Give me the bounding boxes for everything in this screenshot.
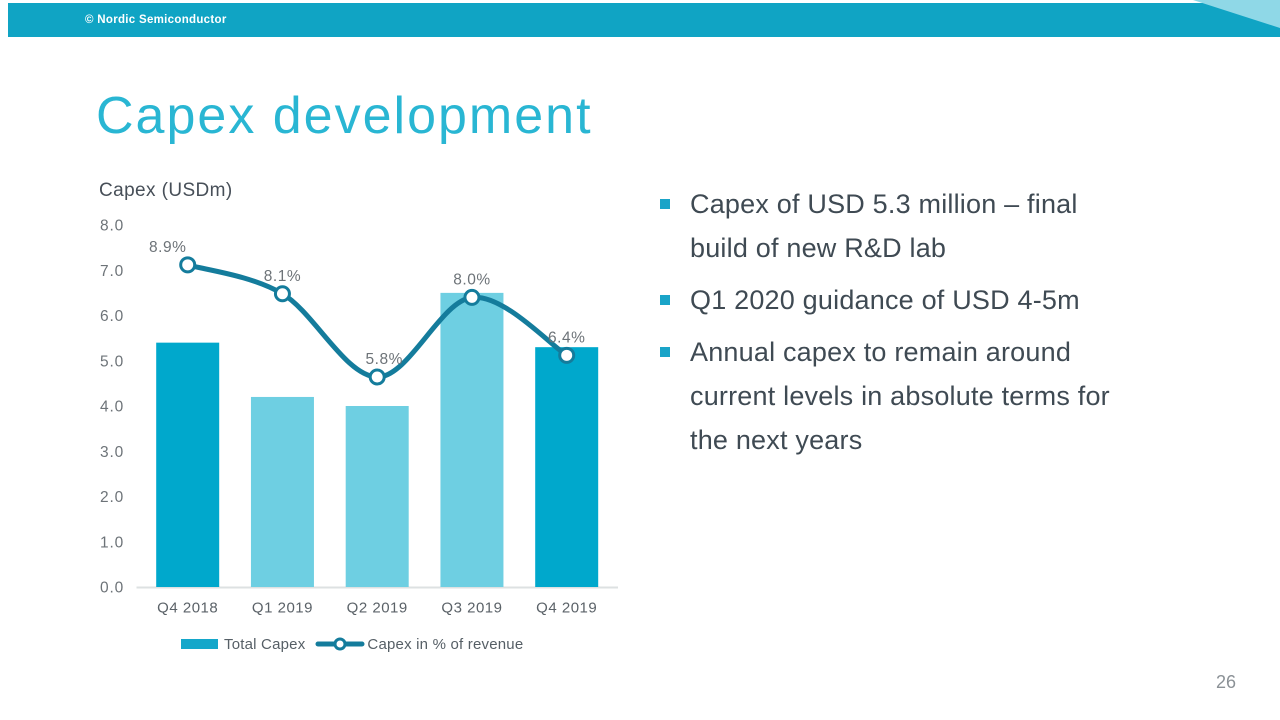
bullet-square-icon — [660, 295, 670, 305]
value-label: 8.0% — [453, 271, 490, 288]
y-axis-label: 3.0 — [100, 444, 124, 461]
x-axis-label: Q1 2019 — [252, 600, 313, 617]
bullet-text: Capex of USD 5.3 million – final build o… — [690, 189, 1078, 263]
y-axis-label: 7.0 — [100, 263, 124, 280]
bullet-item: Annual capex to remain around current le… — [660, 330, 1200, 462]
value-label: 6.4% — [548, 329, 585, 346]
page-title: Capex development — [96, 87, 593, 145]
x-axis-label: Q2 2019 — [347, 600, 408, 617]
bullet-square-icon — [660, 347, 670, 357]
y-axis-label: 2.0 — [100, 489, 124, 506]
bullet-item: Q1 2020 guidance of USD 4-5m — [660, 278, 1200, 322]
x-axis-label: Q4 2018 — [157, 600, 218, 617]
y-axis-label: 1.0 — [100, 534, 124, 551]
legend-line-swatch-icon — [315, 637, 365, 651]
header-bar: © Nordic Semiconductor — [8, 3, 1280, 37]
bullet-text: Annual capex to remain around current le… — [690, 337, 1110, 455]
legend-bar-swatch-icon — [181, 639, 218, 649]
bar-q3-2019 — [440, 292, 504, 587]
bullet-square-icon — [660, 199, 670, 209]
value-label: 5.8% — [366, 351, 403, 368]
y-axis-label: 6.0 — [100, 308, 124, 325]
line-marker — [179, 256, 197, 274]
bar-q2-2019 — [345, 406, 409, 587]
line-marker — [463, 288, 481, 306]
bullet-item: Capex of USD 5.3 million – final build o… — [660, 182, 1200, 270]
line-marker — [368, 368, 386, 386]
value-label: 8.9% — [149, 239, 186, 256]
bullet-text: Q1 2020 guidance of USD 4-5m — [690, 285, 1080, 315]
y-axis-label: 4.0 — [100, 399, 124, 416]
y-axis-label: 0.0 — [100, 580, 124, 597]
legend-label-total-capex: Total Capex — [224, 635, 306, 653]
bar-q4-2019 — [535, 347, 599, 587]
legend-label-capex-percent: Capex in % of revenue — [367, 635, 524, 653]
bullet-list: Capex of USD 5.3 million – final build o… — [660, 182, 1200, 470]
y-axis-label: 5.0 — [100, 353, 124, 370]
x-axis-label: Q3 2019 — [441, 600, 502, 617]
line-marker — [558, 346, 576, 364]
chart-legend: Total Capex Capex in % of revenue — [181, 633, 523, 655]
copyright-text: © Nordic Semiconductor — [85, 14, 227, 26]
chart-axis-title: Capex (USDm) — [99, 180, 233, 201]
line-marker — [273, 285, 291, 303]
capex-chart: 8.0 7.0 6.0 5.0 4.0 3.0 2.0 1.0 0.0 Q4 2018 Q1 201… — [100, 218, 618, 617]
bar-q1-2019 — [250, 396, 314, 587]
x-axis-label: Q4 2019 — [536, 600, 597, 617]
value-label: 8.1% — [264, 268, 301, 285]
bar-q4-2018 — [156, 342, 220, 587]
y-axis-label: 8.0 — [100, 218, 124, 235]
page-number: 26 — [1215, 672, 1236, 692]
